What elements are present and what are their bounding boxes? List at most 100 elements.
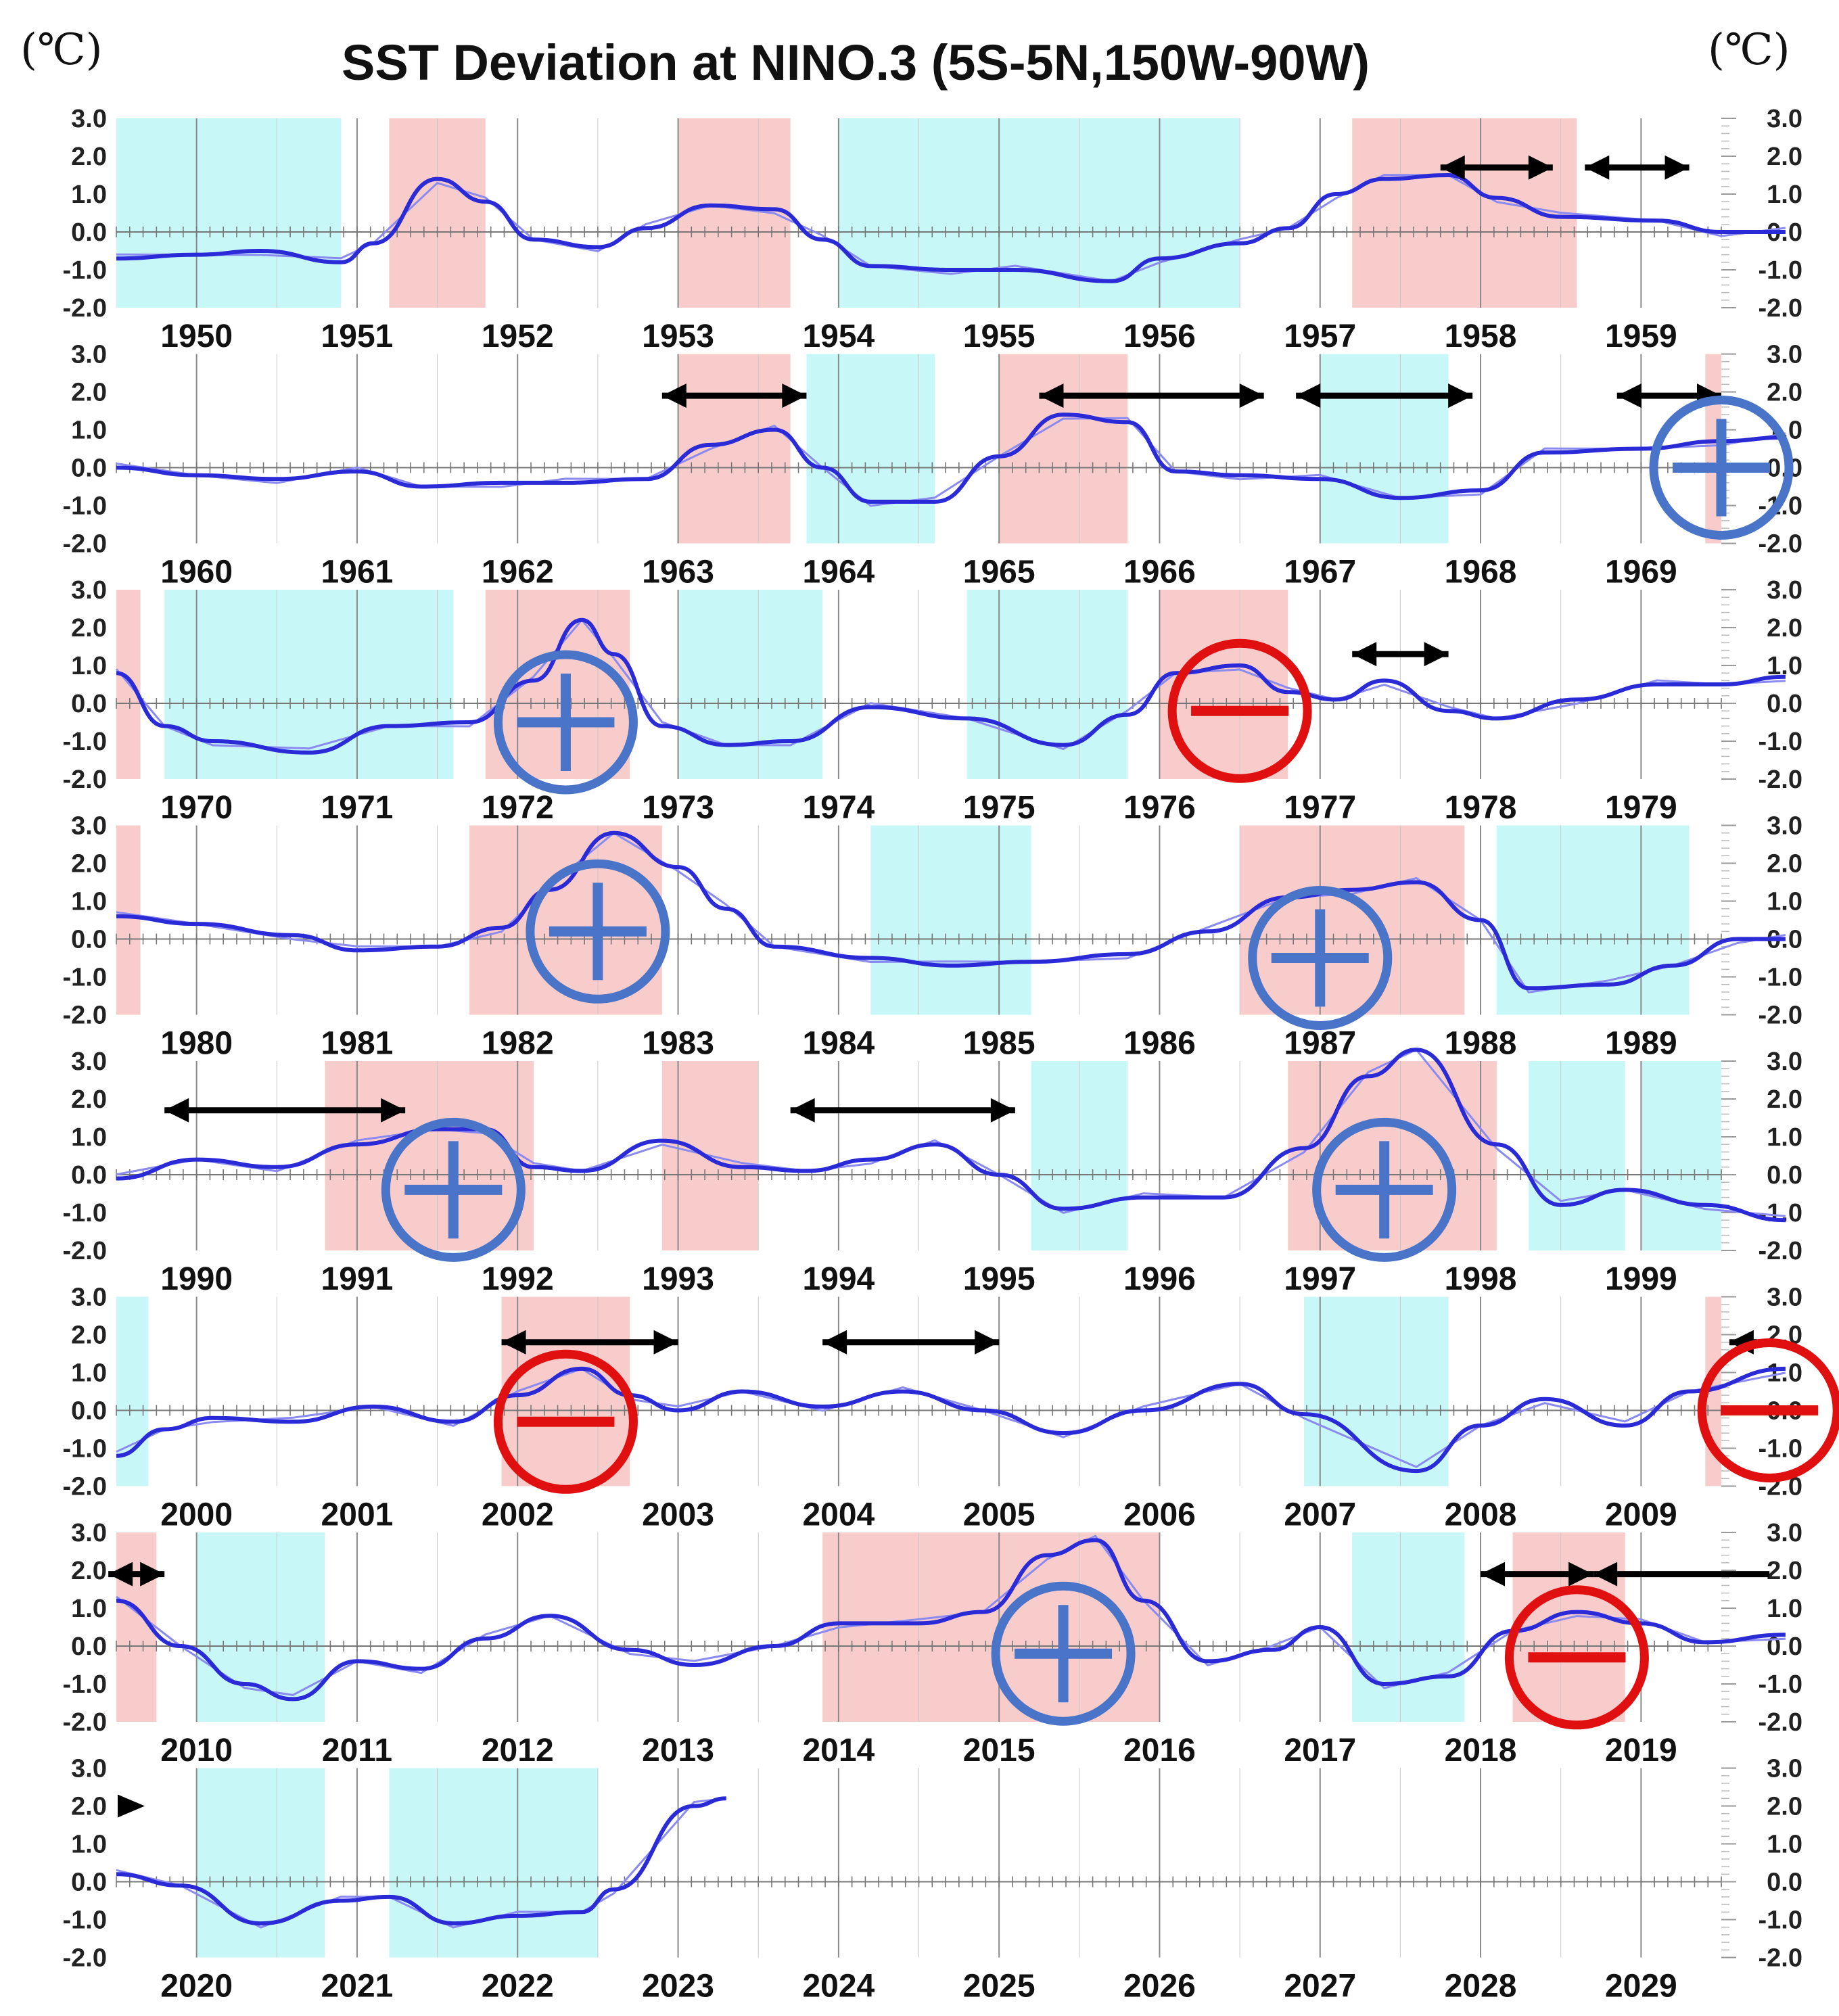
- year-label: 2016: [1123, 1733, 1196, 1768]
- y-tick-label-right: -2.0: [1759, 1708, 1802, 1737]
- panels: 3.0 3.0 2.0 2.0 1.0 1.0 0.0 0.0 -1.0 -1.0 -2.0 -2.0…: [63, 105, 1839, 2005]
- y-tick-label-left: 3.0: [71, 1284, 107, 1312]
- y-tick-label-left: 1.0: [71, 652, 107, 680]
- year-label: 1964: [802, 555, 875, 590]
- y-tick-label-right: 2.0: [1767, 850, 1802, 878]
- cold-period-band: [1304, 1296, 1449, 1486]
- y-tick-label-left: -1.0: [63, 1199, 107, 1227]
- minus-circle-marker: [1167, 638, 1312, 783]
- y-tick-label-left: 0.0: [71, 1633, 107, 1661]
- y-tick-label-left: 1.0: [71, 417, 107, 445]
- year-label: 1998: [1445, 1261, 1517, 1297]
- year-label: 2021: [321, 1969, 394, 2005]
- y-tick-label-right: -1.0: [1759, 1906, 1802, 1935]
- cold-period-band: [116, 118, 342, 308]
- cold-period-band: [1320, 354, 1449, 544]
- y-tick-label-right: -2.0: [1759, 1237, 1802, 1265]
- y-tick-label-right: -1.0: [1759, 1199, 1802, 1227]
- cold-period-band: [1352, 1532, 1465, 1722]
- y-tick-label-left: -2.0: [63, 1944, 107, 1973]
- y-tick-label-left: 2.0: [71, 1793, 107, 1821]
- year-label: 1995: [963, 1261, 1035, 1297]
- warm-period-band: [1240, 825, 1465, 1015]
- panel-1960: 3.0 3.02.0 2.01.0 1.00.0 0.0-1.0 -1.0-2.0 -2.0…: [63, 341, 1802, 590]
- panel-2010: 3.0 3.0 2.0 2.0 1.0 1.0 0.0 0.0 -1.0 -1.0 -2.0 -2.0…: [63, 1519, 1802, 1768]
- y-tick-label-right: -1.0: [1759, 964, 1802, 992]
- period-arrow-head: [1585, 155, 1610, 180]
- year-label: 1989: [1605, 1026, 1677, 1062]
- period-arrow-head: [381, 1098, 406, 1123]
- period-arrow-head: [108, 1562, 133, 1587]
- y-tick-label-left: 1.0: [71, 1359, 107, 1388]
- minus-circle-marker: [1697, 1338, 1839, 1482]
- year-label: 2009: [1605, 1497, 1677, 1533]
- y-tick-label-left: -2.0: [63, 766, 107, 794]
- y-tick-label-right: 3.0: [1767, 1519, 1802, 1547]
- year-label: 1987: [1284, 1026, 1356, 1062]
- year-label: 2022: [482, 1969, 554, 2005]
- y-tick-label-left: 3.0: [71, 1048, 107, 1076]
- year-label: 2006: [1123, 1497, 1196, 1533]
- y-tick-label-left: 0.0: [71, 218, 107, 247]
- y-tick-label-right: 1.0: [1767, 181, 1802, 209]
- y-tick-label-right: -2.0: [1759, 1002, 1802, 1030]
- period-arrow-head: [975, 1330, 1000, 1355]
- y-tick-label-right: 3.0: [1767, 1284, 1802, 1312]
- y-tick-label-right: -2.0: [1759, 294, 1802, 323]
- period-arrow-head: [164, 1098, 189, 1123]
- year-label: 1966: [1123, 555, 1196, 590]
- y-tick-label-left: 1.0: [71, 1123, 107, 1152]
- period-arrow-head: [790, 1098, 815, 1123]
- y-tick-label-left: 2.0: [71, 379, 107, 407]
- year-label: 1953: [642, 319, 714, 354]
- cold-period-band: [1529, 1061, 1625, 1250]
- year-label: 1985: [963, 1026, 1035, 1062]
- y-tick-label-left: 0.0: [71, 1397, 107, 1426]
- year-label: 2023: [642, 1969, 714, 2005]
- y-tick-label-left: -1.0: [63, 728, 107, 756]
- y-tick-label-left: 3.0: [71, 105, 107, 133]
- cold-period-band: [678, 590, 823, 779]
- y-tick-label-left: 0.0: [71, 454, 107, 483]
- year-label: 2004: [802, 1497, 875, 1533]
- period-arrow-head: [1352, 642, 1377, 667]
- year-label: 2007: [1284, 1497, 1356, 1533]
- period-arrow-head: [990, 1098, 1015, 1123]
- year-label: 1952: [482, 319, 554, 354]
- year-label: 1974: [802, 790, 875, 826]
- year-label: 2019: [1605, 1733, 1677, 1768]
- year-label: 1961: [321, 555, 394, 590]
- year-label: 1962: [482, 555, 554, 590]
- y-tick-label-right: 0.0: [1767, 1161, 1802, 1190]
- y-tick-label-left: 2.0: [71, 1085, 107, 1114]
- y-tick-label-right: 3.0: [1767, 812, 1802, 841]
- y-tick-label-left: 0.0: [71, 926, 107, 954]
- period-arrow-head: [661, 383, 686, 408]
- warm-period-band: [325, 1061, 534, 1250]
- sst-smoothed-line: [116, 617, 1786, 755]
- year-label: 1993: [642, 1261, 714, 1297]
- year-label: 1967: [1284, 555, 1356, 590]
- y-tick-label-left: -2.0: [63, 1473, 107, 1501]
- sst-smoothed-line: [116, 173, 1786, 283]
- y-tick-label-left: -1.0: [63, 1906, 107, 1935]
- year-label: 2025: [963, 1969, 1035, 2005]
- year-label: 1973: [642, 790, 714, 826]
- y-tick-label-left: 2.0: [71, 1321, 107, 1350]
- arrow-head: [118, 1794, 145, 1818]
- y-tick-label-right: 3.0: [1767, 576, 1802, 605]
- period-arrow-head: [501, 1330, 526, 1355]
- year-label: 1951: [321, 319, 394, 354]
- y-tick-label-right: 2.0: [1767, 1557, 1802, 1585]
- panel-1990: 3.0 3.0 2.0 2.0 1.0 1.0 0.0 0.0 -1.0 -1.0 -2.0 -2.0…: [63, 1048, 1802, 1297]
- year-label: 1978: [1445, 790, 1517, 826]
- y-tick-label-left: 3.0: [71, 576, 107, 605]
- cold-period-band: [116, 1296, 149, 1486]
- y-tick-label-right: -2.0: [1759, 1944, 1802, 1973]
- plus-circle-marker: [381, 1117, 526, 1262]
- cold-period-band: [870, 825, 1031, 1015]
- plus-circle-marker: [1248, 886, 1393, 1030]
- period-arrow-head: [1424, 642, 1449, 667]
- y-tick-label-left: -2.0: [63, 530, 107, 559]
- year-label: 2013: [642, 1733, 714, 1768]
